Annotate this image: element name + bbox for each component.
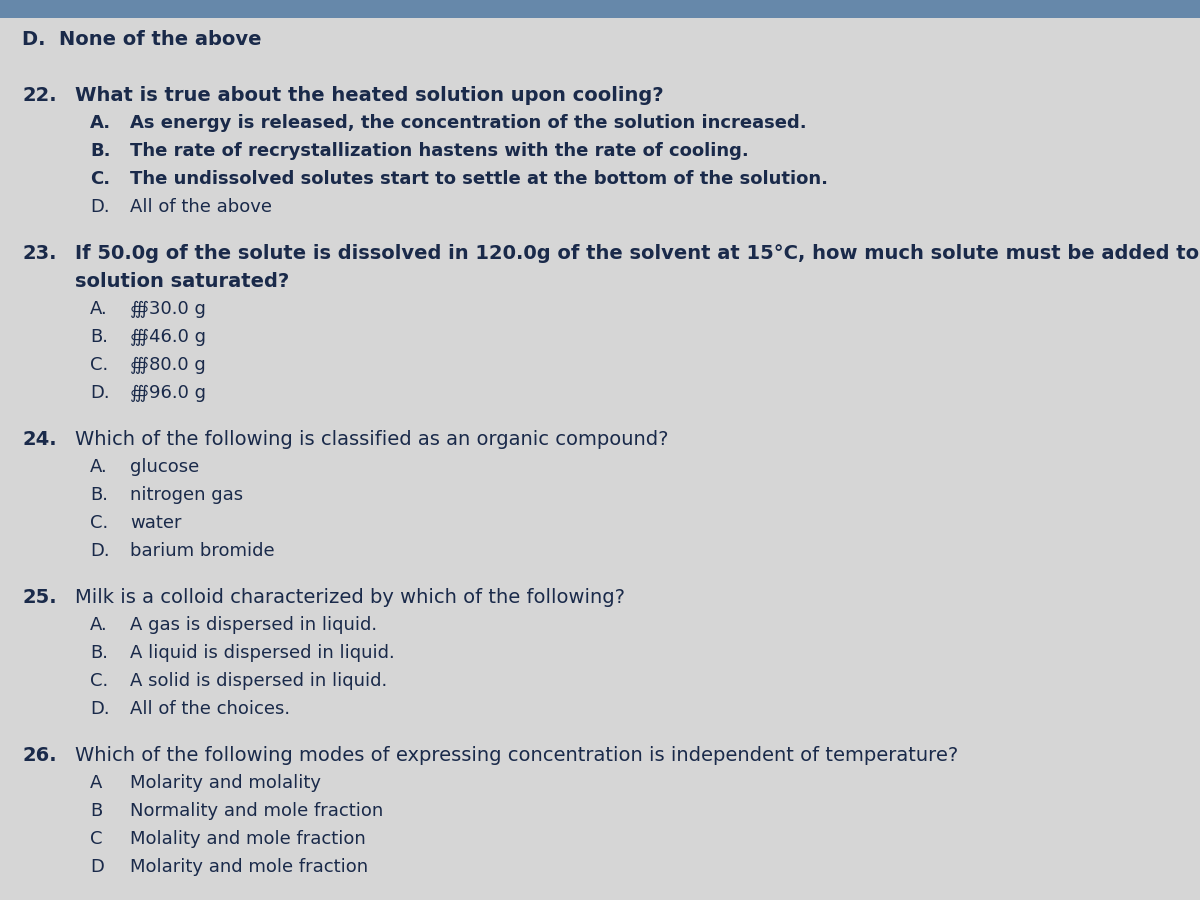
Text: D.: D. — [90, 198, 109, 216]
Text: ∰46.0 g: ∰46.0 g — [130, 328, 206, 346]
Text: D.: D. — [90, 384, 109, 402]
Text: Molarity and molality: Molarity and molality — [130, 774, 322, 792]
Text: C.: C. — [90, 356, 108, 374]
Text: A liquid is dispersed in liquid.: A liquid is dispersed in liquid. — [130, 644, 395, 662]
Text: 24.: 24. — [22, 430, 56, 449]
Text: The undissolved solutes start to settle at the bottom of the solution.: The undissolved solutes start to settle … — [130, 170, 828, 188]
Text: ∰80.0 g: ∰80.0 g — [130, 356, 205, 374]
Text: Which of the following modes of expressing concentration is independent of tempe: Which of the following modes of expressi… — [74, 746, 959, 765]
Text: The rate of recrystallization hastens with the rate of cooling.: The rate of recrystallization hastens wi… — [130, 142, 749, 160]
Text: C: C — [90, 830, 102, 848]
Text: A.: A. — [90, 114, 112, 132]
Text: B.: B. — [90, 644, 108, 662]
Text: A.: A. — [90, 300, 108, 318]
Text: ∰30.0 g: ∰30.0 g — [130, 300, 206, 318]
Text: D: D — [90, 858, 104, 876]
Text: C.: C. — [90, 514, 108, 532]
Text: ∰96.0 g: ∰96.0 g — [130, 384, 206, 402]
Text: 25.: 25. — [22, 588, 56, 607]
Text: Milk is a colloid characterized by which of the following?: Milk is a colloid characterized by which… — [74, 588, 625, 607]
Text: C.: C. — [90, 170, 110, 188]
Text: Normality and mole fraction: Normality and mole fraction — [130, 802, 383, 820]
Text: D.  None of the above: D. None of the above — [22, 30, 262, 49]
Text: B.: B. — [90, 486, 108, 504]
Text: 26.: 26. — [22, 746, 56, 765]
Text: D.: D. — [90, 700, 109, 718]
Text: B: B — [90, 802, 102, 820]
Text: Molality and mole fraction: Molality and mole fraction — [130, 830, 366, 848]
Text: All of the above: All of the above — [130, 198, 272, 216]
Text: As energy is released, the concentration of the solution increased.: As energy is released, the concentration… — [130, 114, 806, 132]
Text: nitrogen gas: nitrogen gas — [130, 486, 244, 504]
Text: A solid is dispersed in liquid.: A solid is dispersed in liquid. — [130, 672, 388, 690]
Text: barium bromide: barium bromide — [130, 542, 275, 560]
Text: A gas is dispersed in liquid.: A gas is dispersed in liquid. — [130, 616, 377, 634]
Text: water: water — [130, 514, 181, 532]
Text: C.: C. — [90, 672, 108, 690]
Text: B.: B. — [90, 142, 110, 160]
Text: What is true about the heated solution upon cooling?: What is true about the heated solution u… — [74, 86, 664, 105]
Text: A.: A. — [90, 616, 108, 634]
Text: B.: B. — [90, 328, 108, 346]
Text: solution saturated?: solution saturated? — [74, 272, 289, 291]
Text: 23.: 23. — [22, 244, 56, 263]
Bar — [0, 0, 1200, 18]
Text: Molarity and mole fraction: Molarity and mole fraction — [130, 858, 368, 876]
Text: All of the choices.: All of the choices. — [130, 700, 290, 718]
Text: Which of the following is classified as an organic compound?: Which of the following is classified as … — [74, 430, 668, 449]
Text: 22.: 22. — [22, 86, 56, 105]
Text: A.: A. — [90, 458, 108, 476]
Text: If 50.0g of the solute is dissolved in 120.0g of the solvent at 15°C, how much s: If 50.0g of the solute is dissolved in 1… — [74, 244, 1200, 263]
Text: glucose: glucose — [130, 458, 199, 476]
Text: D.: D. — [90, 542, 109, 560]
Text: A: A — [90, 774, 102, 792]
